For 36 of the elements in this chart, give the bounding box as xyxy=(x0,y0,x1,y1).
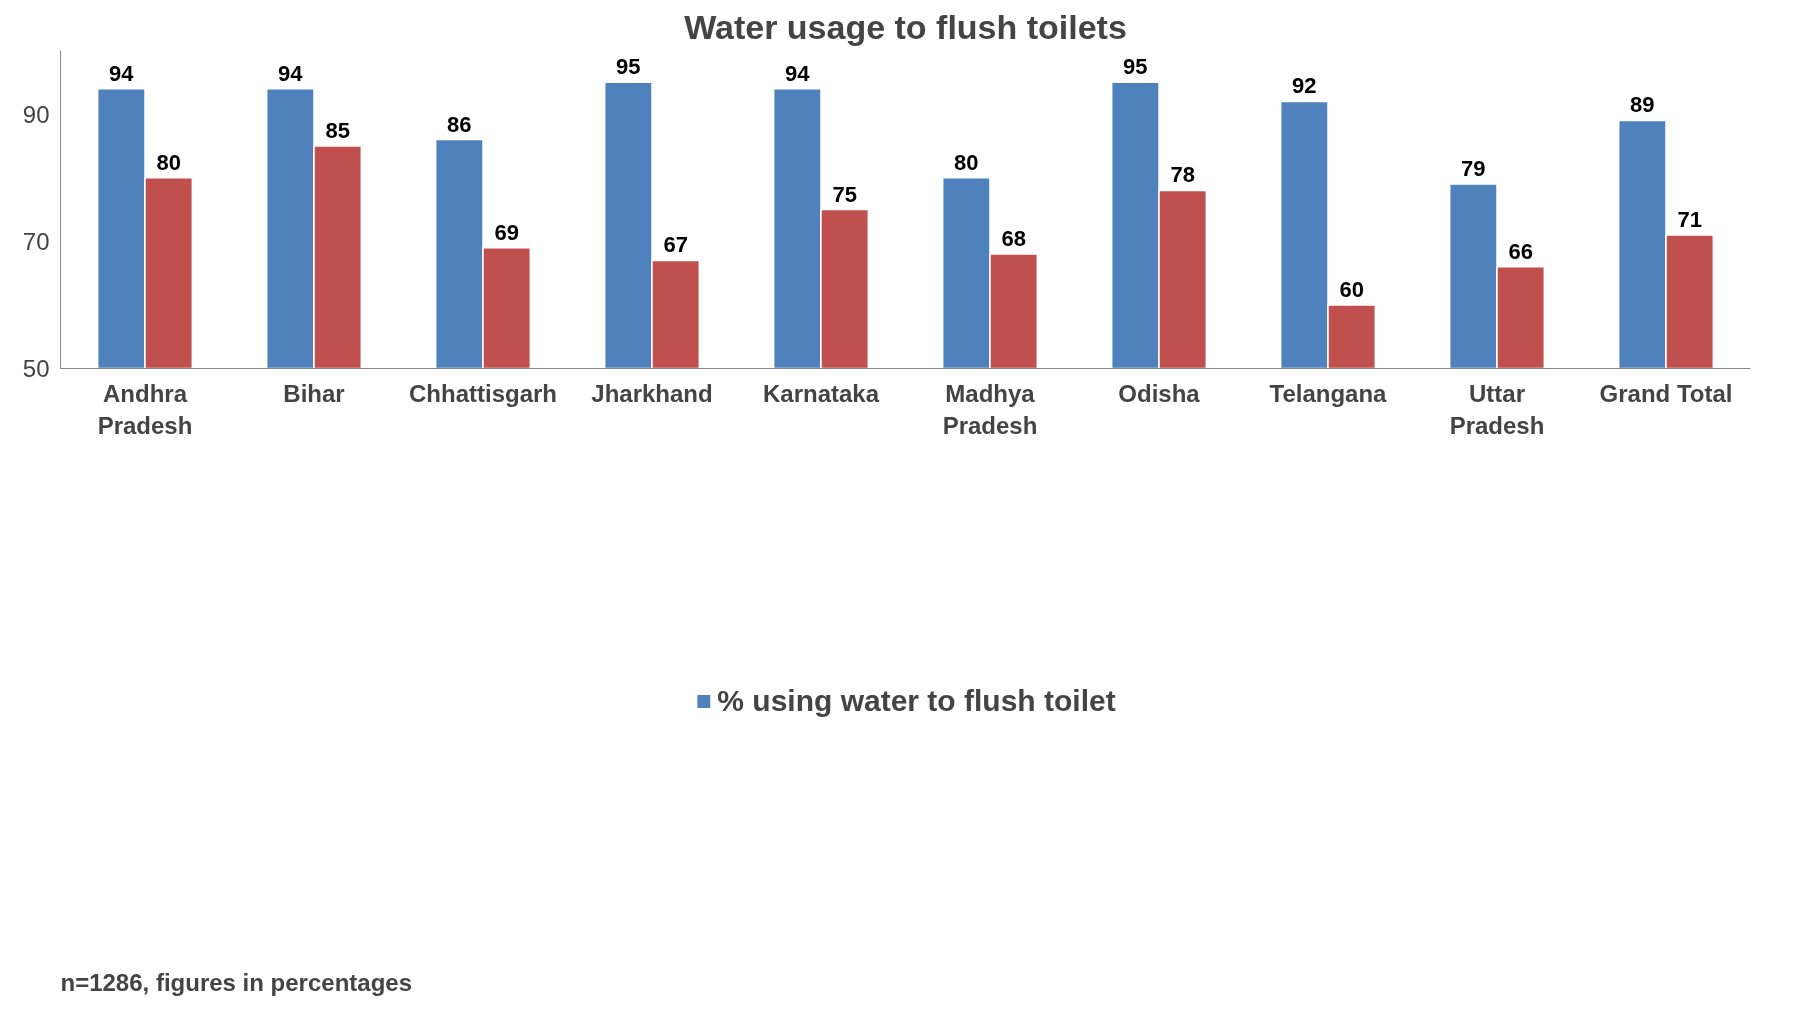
data-label: 60 xyxy=(1339,276,1364,302)
data-label: 95 xyxy=(1123,54,1148,80)
y-tick-label: 90 xyxy=(22,100,50,128)
data-label: 94 xyxy=(109,60,135,86)
data-label: 79 xyxy=(1461,156,1486,182)
data-label: 80 xyxy=(954,149,979,175)
data-label: 68 xyxy=(1001,226,1026,252)
data-label: 89 xyxy=(1630,92,1655,118)
data-label: 67 xyxy=(663,232,688,258)
data-label: 85 xyxy=(325,117,350,143)
data-label: 94 xyxy=(785,60,811,86)
data-label: 71 xyxy=(1677,206,1702,232)
data-label: 86 xyxy=(447,111,472,137)
y-tick-label: 50 xyxy=(22,355,50,382)
x-tick-label: Telangana xyxy=(1269,379,1388,407)
x-tick-label: Karnataka xyxy=(762,379,880,407)
chart-title: Water usage to flush toilets xyxy=(684,7,1127,46)
legend-label: % using water to flush toilet xyxy=(717,684,1116,718)
x-tick-label: Odisha xyxy=(1118,379,1201,407)
data-label: 78 xyxy=(1170,162,1195,188)
y-tick-label: 70 xyxy=(22,227,50,255)
text: n=1286, figures in percentages xyxy=(60,968,412,996)
x-tick-label: Jharkhand xyxy=(591,379,713,407)
data-label: 80 xyxy=(156,149,181,175)
data-label: 95 xyxy=(616,54,641,80)
x-tick-label: Madhya Pradesh xyxy=(942,379,1038,439)
data-label: 75 xyxy=(832,181,857,207)
data-label: 94 xyxy=(278,60,304,86)
x-tick-label: Grand Total xyxy=(1599,379,1733,407)
data-label: 69 xyxy=(494,219,519,245)
data-label: 92 xyxy=(1292,73,1317,99)
x-tick-label: Uttar Pradesh xyxy=(1449,379,1545,439)
data-label: 66 xyxy=(1508,238,1533,264)
x-tick-label: Bihar xyxy=(283,379,345,407)
x-tick-label: Chhattisgarh xyxy=(409,379,558,407)
x-tick-label: Andhra Pradesh xyxy=(97,379,193,439)
